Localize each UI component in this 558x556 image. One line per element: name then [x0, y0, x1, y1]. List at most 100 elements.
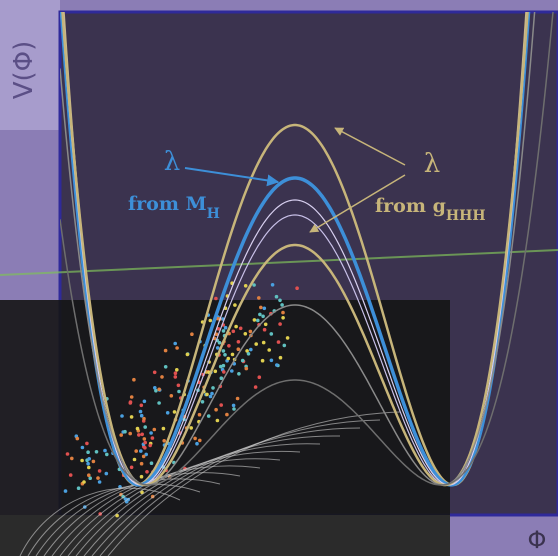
hit [210, 392, 214, 396]
hit [219, 403, 223, 407]
hit [130, 395, 134, 399]
hit [164, 349, 168, 353]
hit [143, 446, 147, 450]
hit [214, 408, 218, 412]
y-axis-label: V(Φ) [9, 41, 39, 100]
hit [207, 414, 211, 418]
hit [216, 346, 220, 350]
hit [264, 323, 268, 327]
hit [258, 375, 262, 379]
hit [105, 472, 109, 476]
hit [281, 311, 285, 315]
hit [96, 476, 100, 480]
hit [177, 390, 181, 394]
hit [130, 415, 134, 419]
hit [157, 388, 161, 392]
hit [153, 386, 157, 390]
hit [174, 375, 178, 379]
hit [140, 404, 144, 408]
hit [137, 433, 141, 437]
hit [77, 486, 81, 490]
hit [241, 359, 245, 363]
hit [237, 347, 241, 351]
hit [256, 319, 260, 323]
hit [275, 295, 279, 299]
hit [175, 346, 179, 350]
hit [81, 446, 85, 450]
hit [230, 369, 234, 373]
hit [263, 307, 267, 311]
hit [267, 348, 271, 352]
hit [222, 364, 226, 368]
hit [249, 348, 253, 352]
hit [279, 356, 283, 360]
hit [139, 410, 143, 414]
hit [263, 328, 267, 332]
hit [214, 370, 218, 374]
hit [205, 393, 209, 397]
hit [166, 411, 170, 415]
hit [270, 332, 274, 336]
hit [247, 352, 251, 356]
hit [232, 330, 236, 334]
hit [140, 475, 144, 479]
event-display-strip [0, 515, 450, 556]
hit [257, 296, 261, 300]
hit [66, 452, 70, 456]
hit [70, 457, 74, 461]
lambda-symbol: λ [424, 149, 440, 179]
hit [190, 332, 194, 336]
hit [227, 344, 231, 348]
hit [98, 480, 102, 484]
hit [85, 442, 89, 446]
hit [244, 332, 248, 336]
hit [258, 313, 262, 317]
hit [222, 349, 226, 353]
hit [237, 372, 241, 376]
hit [227, 357, 231, 361]
hit [142, 417, 146, 421]
hit [64, 489, 68, 493]
hit [151, 436, 155, 440]
hit [262, 341, 266, 345]
hit [281, 316, 285, 320]
hit [270, 359, 274, 363]
hit [232, 404, 236, 408]
hit [153, 371, 157, 375]
hit [211, 386, 215, 390]
hit [133, 458, 137, 462]
hit [222, 370, 226, 374]
hit [254, 342, 258, 346]
hit [143, 425, 147, 429]
hit [142, 455, 146, 459]
hit [239, 327, 243, 331]
annotation-text: from M [128, 193, 207, 215]
hit [222, 329, 226, 333]
hit [237, 340, 241, 344]
hit [136, 427, 140, 431]
hit [129, 400, 133, 404]
hit [145, 470, 149, 474]
hit [174, 371, 178, 375]
hit [189, 426, 193, 430]
lambda-symbol: λ [164, 147, 180, 177]
hit [82, 480, 86, 484]
hit [140, 462, 144, 466]
x-axis-label: Φ [528, 526, 547, 554]
hit [134, 449, 138, 453]
hit [105, 453, 109, 457]
hit [225, 413, 229, 417]
hit [160, 375, 164, 379]
hit [234, 325, 238, 329]
illustration: V(Φ) Φ λ from MH λ from gHHH [0, 0, 558, 556]
subscript: H [207, 206, 220, 222]
hit [280, 303, 284, 307]
hit [140, 414, 144, 418]
hit [87, 466, 91, 470]
hit [119, 433, 123, 437]
hit [139, 449, 143, 453]
hit [193, 437, 197, 441]
hit [261, 315, 265, 319]
hit [173, 342, 177, 346]
hit [149, 431, 153, 435]
